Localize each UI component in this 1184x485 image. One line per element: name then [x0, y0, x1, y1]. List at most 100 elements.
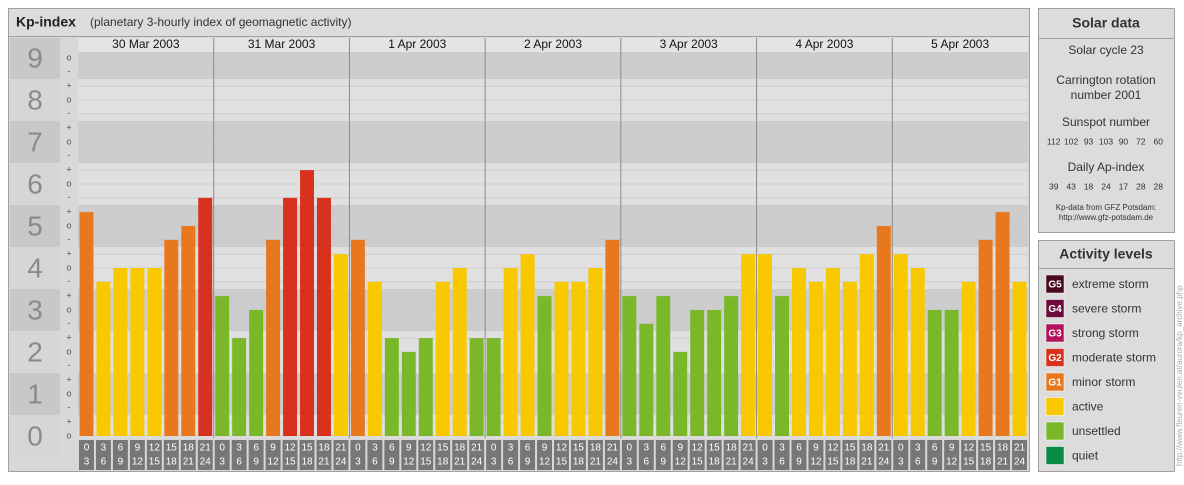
hour-box: [180, 440, 196, 470]
x-tick-label: 6: [796, 443, 802, 454]
sunspot-value: 103: [1099, 136, 1113, 146]
bar: [639, 323, 654, 436]
day-label: 2 Apr 2003: [524, 37, 582, 51]
bar: [452, 268, 467, 436]
hour-box: [842, 440, 858, 470]
bar: [876, 226, 891, 436]
y-tick-label: 5: [27, 210, 43, 241]
level-label: moderate storm: [1072, 351, 1156, 365]
x-tick-label: 12: [132, 457, 144, 468]
x-tick-label: 3: [355, 457, 361, 468]
band: [10, 205, 60, 247]
level-label: quiet: [1072, 449, 1099, 463]
x-tick-label: 3: [644, 443, 650, 454]
x-tick-label: 6: [660, 443, 666, 454]
bar: [79, 212, 94, 436]
bar: [367, 281, 382, 436]
minor-tick-label: o: [66, 346, 71, 356]
x-tick-label: 12: [149, 443, 161, 454]
bar: [673, 352, 688, 436]
sunspot-title: Sunspot number: [1062, 115, 1150, 129]
x-tick-label: 24: [471, 457, 483, 468]
bar: [520, 254, 535, 436]
band: [10, 121, 60, 163]
x-tick-label: 0: [84, 443, 90, 454]
bar: [130, 268, 145, 436]
level-swatch: [1045, 446, 1065, 465]
sunspot-value: 102: [1064, 136, 1078, 146]
x-tick-label: 15: [556, 457, 568, 468]
minor-tick-label: +: [66, 375, 71, 385]
minor-tick-label: o: [66, 52, 71, 62]
bar: [825, 268, 840, 436]
bar: [978, 239, 993, 436]
x-tick-label: 24: [878, 457, 890, 468]
x-tick-label: 9: [525, 457, 531, 468]
hour-box: [146, 440, 162, 470]
band: [10, 331, 60, 373]
x-tick-label: 9: [389, 457, 395, 468]
bar: [995, 212, 1010, 436]
bar: [690, 310, 705, 436]
bar: [198, 197, 213, 436]
x-tick-label: 21: [861, 457, 873, 468]
minor-tick-label: o: [66, 94, 71, 104]
level-badge: G1: [1048, 378, 1062, 389]
level-label: extreme storm: [1072, 277, 1149, 291]
bar: [537, 296, 552, 436]
x-tick-label: 6: [508, 457, 514, 468]
bar: [96, 281, 111, 436]
hour-box: [808, 440, 824, 470]
minor-tick-label: +: [66, 249, 71, 259]
y-tick-label: 1: [27, 378, 43, 409]
hour-box: [418, 440, 434, 470]
level-label: severe storm: [1072, 302, 1141, 316]
hour-box: [995, 440, 1011, 470]
x-tick-label: 0: [491, 443, 497, 454]
solar-title: Solar data: [1072, 15, 1140, 31]
bar: [283, 197, 298, 436]
x-tick-label: 24: [743, 457, 755, 468]
y-tick-label: 0: [27, 420, 43, 451]
bar: [724, 296, 739, 436]
hour-box: [248, 440, 264, 470]
x-tick-label: 18: [301, 457, 313, 468]
bar: [333, 254, 348, 436]
hour-box: [537, 440, 552, 470]
band: [10, 415, 60, 457]
x-tick-label: 9: [118, 457, 124, 468]
band: [10, 163, 60, 205]
x-tick-label: 9: [660, 457, 666, 468]
grid-band: [78, 415, 1028, 438]
x-tick-label: 12: [284, 443, 296, 454]
x-tick-label: 15: [149, 457, 161, 468]
minor-tick-label: -: [68, 318, 71, 328]
hour-box: [910, 440, 926, 470]
x-tick-label: 3: [236, 443, 242, 454]
bar: [910, 268, 925, 436]
chart-subtitle: (planetary 3-hourly index of geomagnetic…: [90, 15, 351, 29]
level-swatch: [1045, 274, 1065, 294]
x-tick-label: 9: [677, 443, 683, 454]
x-tick-label: 15: [692, 457, 704, 468]
bar: [164, 239, 179, 436]
ap-value: 39: [1049, 181, 1059, 191]
hour-box: [384, 440, 400, 470]
y-tick-label: 8: [27, 84, 43, 115]
hour-box: [95, 440, 111, 470]
bar: [266, 239, 281, 436]
x-tick-label: 15: [980, 443, 992, 454]
x-tick-label: 3: [508, 443, 514, 454]
x-tick-label: 15: [301, 443, 313, 454]
hour-box: [944, 440, 960, 470]
bar: [588, 268, 603, 436]
hour-box: [333, 440, 349, 470]
hour-box: [774, 440, 790, 470]
hour-box: [503, 440, 519, 470]
ap-value: 17: [1119, 181, 1129, 191]
grid-band: [78, 52, 1028, 79]
x-tick-label: 0: [355, 443, 361, 454]
source: Kp-data from GFZ Potsdam:: [1056, 203, 1156, 212]
x-tick-label: 24: [1014, 457, 1026, 468]
